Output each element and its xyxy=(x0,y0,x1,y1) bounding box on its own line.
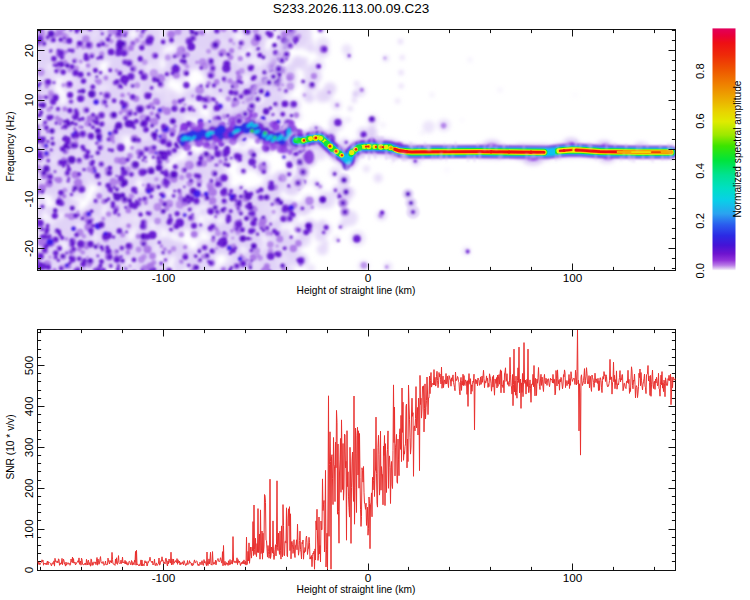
svg-text:-10: -10 xyxy=(22,190,36,207)
svg-text:100: 100 xyxy=(563,271,583,285)
svg-text:500: 500 xyxy=(22,355,36,375)
svg-text:200: 200 xyxy=(22,478,36,498)
svg-text:-100: -100 xyxy=(152,271,176,285)
svg-text:-20: -20 xyxy=(22,239,36,256)
svg-text:0.0: 0.0 xyxy=(694,263,706,279)
svg-text:10: 10 xyxy=(22,93,36,107)
svg-text:0: 0 xyxy=(22,566,36,573)
svg-text:0: 0 xyxy=(365,571,372,585)
svg-text:300: 300 xyxy=(22,437,36,457)
svg-text:0.6: 0.6 xyxy=(694,113,706,129)
svg-text:Normalized spectral amplitude: Normalized spectral amplitude xyxy=(732,80,743,217)
svg-text:0: 0 xyxy=(365,271,372,285)
svg-text:100: 100 xyxy=(563,571,583,585)
svg-text:400: 400 xyxy=(22,396,36,416)
svg-text:Height of straight line (km): Height of straight line (km) xyxy=(297,285,416,296)
svg-text:-100: -100 xyxy=(152,571,176,585)
svg-text:SNR (10 * v/v): SNR (10 * v/v) xyxy=(5,414,16,479)
svg-text:20: 20 xyxy=(22,44,36,58)
svg-text:0.4: 0.4 xyxy=(694,163,706,179)
svg-text:0.8: 0.8 xyxy=(694,63,706,79)
svg-text:0.2: 0.2 xyxy=(694,213,706,229)
svg-text:0: 0 xyxy=(22,146,36,153)
svg-text:Height of straight line (km): Height of straight line (km) xyxy=(297,584,416,595)
svg-text:Frequency (Hz): Frequency (Hz) xyxy=(5,111,16,181)
svg-text:100: 100 xyxy=(22,519,36,539)
svg-text:S233.2026.113.00.09.C23: S233.2026.113.00.09.C23 xyxy=(273,1,430,16)
